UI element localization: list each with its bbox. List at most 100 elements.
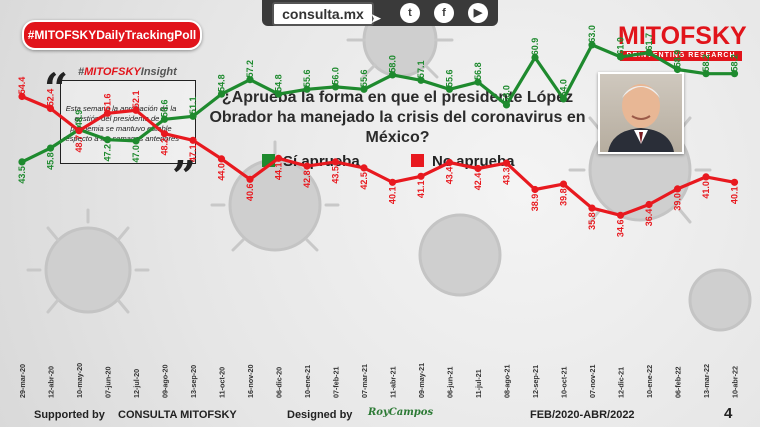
brand-tagline: REINVENTING RESEARCH	[620, 51, 742, 61]
data-label: 48.9	[74, 110, 84, 128]
data-point	[673, 185, 682, 193]
data-point	[502, 101, 511, 109]
data-label: 44.1	[274, 163, 284, 181]
data-point	[531, 53, 539, 62]
data-point	[702, 70, 710, 78]
x-tick-label: 13-sep-20	[189, 365, 198, 398]
data-point	[388, 178, 397, 186]
close-quote-icon: ”	[172, 152, 197, 201]
facebook-icon[interactable]: f	[434, 3, 454, 23]
data-point	[417, 76, 425, 84]
data-label: 55.6	[359, 70, 369, 88]
data-label: 40.1	[730, 187, 740, 205]
data-point	[360, 85, 368, 93]
data-point	[303, 162, 311, 170]
x-tick-label: 13-mar-22	[702, 364, 711, 398]
series-disapprove: 54.4 52.4 48.7 51.6 52.1 48.2 47.1 44.0 40.6 44.1…	[17, 77, 740, 237]
data-label: 54.8	[274, 74, 284, 92]
data-label: 47.1	[188, 145, 198, 163]
designer-signature: RoyCampos	[368, 407, 434, 418]
top-bar: consulta.mx t f ▶ ➤	[262, 0, 498, 26]
data-label: 42.4	[473, 173, 483, 191]
designed-by-label: Designed by	[287, 409, 353, 421]
x-tick-label: 11-jul-21	[474, 369, 483, 398]
series-approve: 43.5 45.8 48.9 47.2 47.0 50.6 51.1 54.8 57.2 54.8…	[17, 25, 740, 184]
x-tick-label: 07-jun-20	[104, 366, 113, 398]
data-label: 48.2	[160, 138, 170, 156]
youtube-icon[interactable]: ▶	[468, 3, 488, 23]
data-label: 56.8	[473, 62, 483, 80]
data-label: 39.8	[559, 188, 569, 206]
x-tick-label: 12-dic-21	[617, 367, 626, 398]
data-point	[132, 106, 140, 114]
page-number: 4	[724, 405, 733, 422]
data-label: 63.0	[587, 25, 597, 43]
data-label: 42.8	[302, 170, 312, 188]
data-label: 57.2	[245, 60, 255, 78]
data-label: 51.1	[188, 97, 198, 115]
data-label: 39.0	[673, 193, 683, 211]
data-label: 44.0	[217, 163, 227, 181]
data-point	[18, 92, 26, 101]
data-point	[331, 158, 340, 166]
x-tick-label: 07-feb-21	[332, 366, 341, 398]
open-quote-icon: “	[44, 64, 69, 113]
mouse-cursor-icon: ➤	[370, 10, 382, 26]
data-label: 55.6	[445, 70, 455, 88]
data-point	[645, 49, 653, 57]
data-label: 38.9	[530, 194, 540, 212]
data-label: 41.1	[416, 181, 426, 199]
data-point	[160, 130, 169, 138]
data-point	[559, 180, 568, 188]
x-tick-label: 09-ago-20	[161, 364, 170, 398]
data-label: 45.8	[46, 152, 56, 170]
x-tick-label: 16-nov-20	[246, 364, 255, 398]
x-tick-label: 06-feb-22	[674, 366, 683, 398]
data-point	[588, 41, 596, 49]
x-axis: 29-mar-20 12-abr-20 10-may-20 07-jun-20 12-j…	[18, 363, 740, 398]
data-point	[331, 83, 340, 91]
x-tick-label: 10-oct-21	[560, 366, 569, 398]
data-label: 40.6	[245, 184, 255, 202]
data-point	[274, 154, 283, 162]
data-point	[616, 211, 625, 219]
data-point	[417, 172, 425, 180]
x-tick-label: 12-abr-20	[47, 366, 56, 398]
data-label: 55.6	[302, 70, 312, 88]
x-tick-label: 11-oct-20	[218, 367, 227, 398]
data-point	[645, 200, 653, 209]
legend-disapprove-swatch	[411, 154, 424, 167]
data-label: 50.6	[160, 100, 170, 118]
twitter-icon[interactable]: t	[400, 3, 420, 23]
poll-question: ¿Aprueba la forma en que el presidente L…	[209, 89, 586, 146]
x-tick-label: 11-abr-21	[389, 366, 398, 398]
data-label: 43.5	[17, 166, 27, 184]
x-tick-label: 10-abr-22	[731, 366, 740, 398]
data-point	[217, 155, 226, 163]
data-label: 43.4	[445, 167, 455, 185]
x-tick-label: 12-sep-21	[531, 365, 540, 398]
insight-panel: #MITOFSKYInsight	[48, 64, 196, 176]
data-point	[388, 71, 397, 79]
data-label: 53.0	[502, 85, 512, 103]
data-point	[730, 178, 739, 186]
data-point	[160, 115, 169, 123]
data-point	[189, 112, 197, 120]
data-label: 58.9	[673, 50, 683, 68]
brand-logo: MITOFSKY	[618, 22, 747, 50]
data-point	[730, 70, 739, 78]
site-link[interactable]: consulta.mx	[272, 2, 374, 26]
data-label: 61.7	[644, 33, 654, 51]
data-label: 35.8	[587, 212, 597, 230]
x-tick-label: 10-ene-21	[303, 365, 312, 398]
data-point	[360, 164, 368, 172]
data-point	[46, 144, 55, 152]
series-line	[21, 43, 735, 164]
data-label: 34.6	[616, 220, 626, 238]
supported-by-label: Supported by	[34, 409, 105, 421]
insight-box	[60, 80, 196, 164]
data-point	[18, 158, 26, 166]
x-tick-label: 29-mar-20	[18, 364, 27, 398]
